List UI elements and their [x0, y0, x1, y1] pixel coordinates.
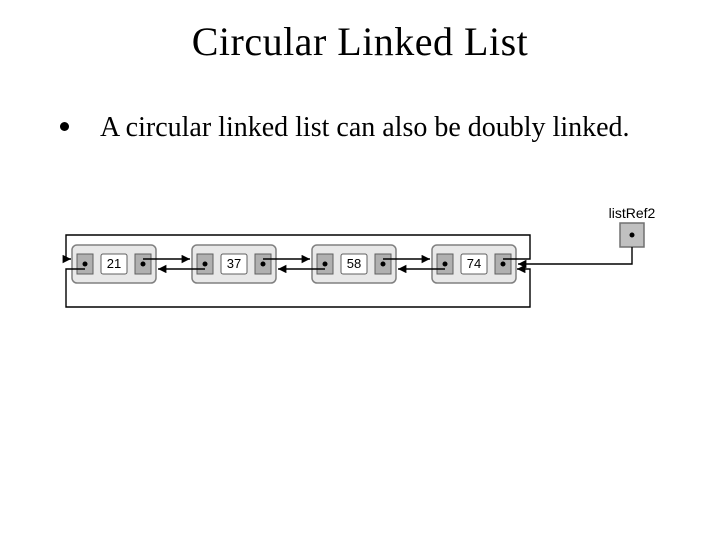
- body-text: A circular linked list can also be doubl…: [100, 110, 640, 145]
- bullet-icon: [60, 122, 69, 131]
- svg-text:58: 58: [347, 256, 361, 271]
- svg-text:74: 74: [467, 256, 481, 271]
- linked-list-diagram: 21 37 58 74 listRef2: [60, 205, 670, 355]
- slide: Circular Linked List A circular linked l…: [0, 0, 720, 540]
- svg-text:listRef2: listRef2: [609, 205, 656, 221]
- page-title: Circular Linked List: [0, 0, 720, 65]
- svg-text:37: 37: [227, 256, 241, 271]
- diagram-svg: 21 37 58 74 listRef2: [60, 205, 670, 325]
- svg-text:21: 21: [107, 256, 121, 271]
